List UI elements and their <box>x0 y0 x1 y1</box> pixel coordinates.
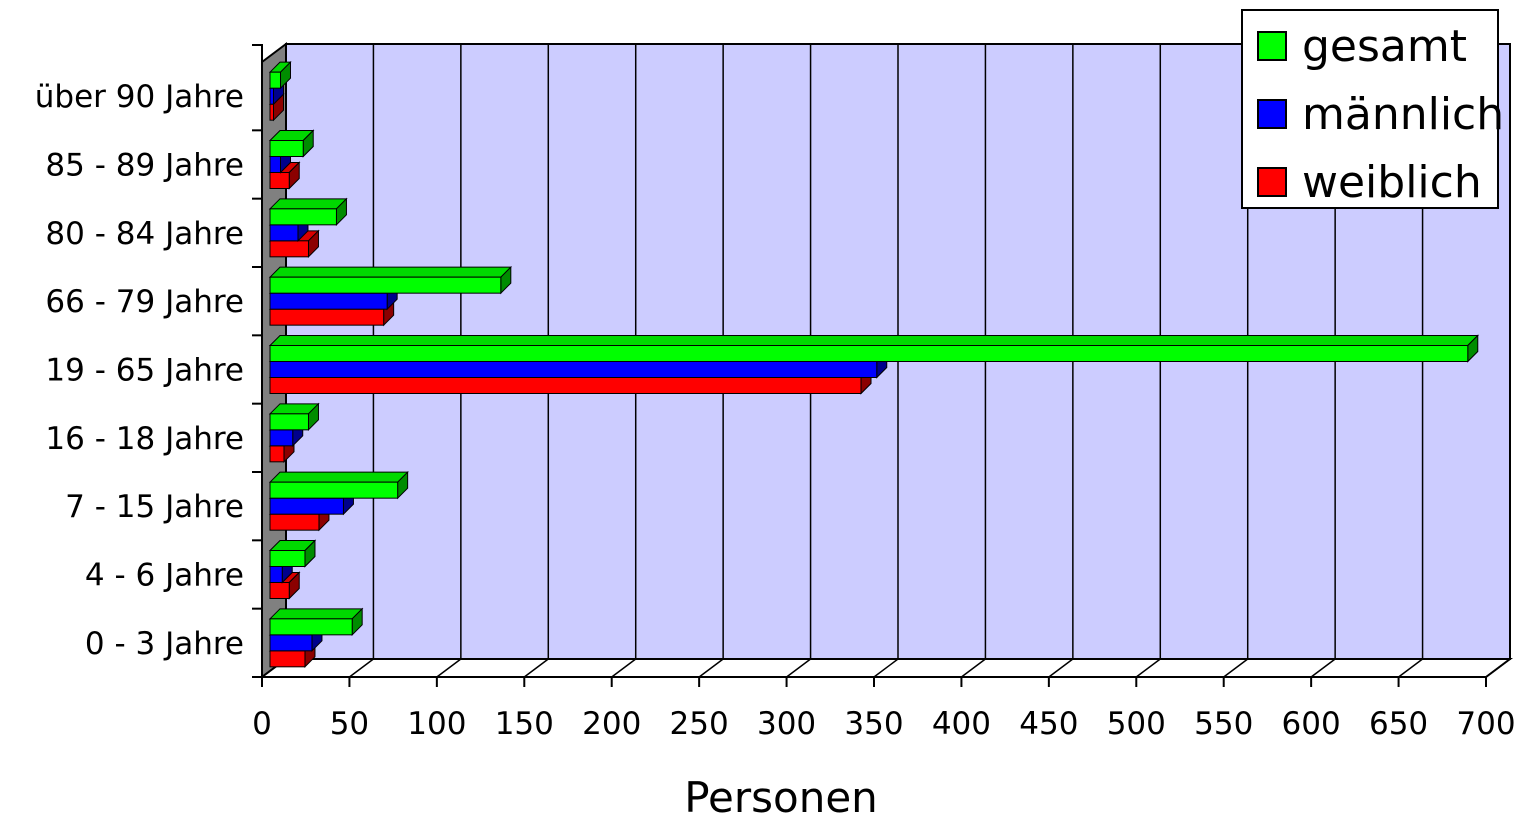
bar-gesamt-19-65-jahre <box>268 334 1479 363</box>
bar-gesamt-66-79-jahre <box>268 265 513 295</box>
x-tick-label-450: 450 <box>1019 706 1078 742</box>
floor-grid-line <box>873 658 899 678</box>
bars <box>268 60 1479 669</box>
floor-grid-line <box>1223 658 1249 678</box>
bar-front-face <box>269 361 878 378</box>
legend-swatch-gesamt <box>1257 31 1287 61</box>
x-tick-label-400: 400 <box>932 706 991 742</box>
x-tick-label-350: 350 <box>844 706 903 742</box>
bar-top-face <box>268 608 364 620</box>
bar-front-face <box>269 224 299 242</box>
y-tick-label-85-89-jahre: 85 - 89 Jahre <box>45 148 244 184</box>
floor-grid-line <box>1398 658 1424 678</box>
x-tick-label-700: 700 <box>1456 706 1515 742</box>
floor-grid-line <box>348 658 374 678</box>
bar-front-face <box>269 87 274 105</box>
bar-front-face <box>269 634 313 652</box>
y-tick-label-80-84-jahre: 80 - 84 Jahre <box>45 216 244 252</box>
legend-swatch-weiblich <box>1257 167 1287 197</box>
bar-front-face <box>269 413 309 431</box>
bar-gesamt-4-6-jahre <box>268 539 317 568</box>
bar-gesamt-16-18-jahre <box>268 402 320 432</box>
bar-top-face <box>268 335 1479 346</box>
floor-grid-line <box>1135 658 1161 678</box>
floor-grid-line <box>698 658 724 678</box>
bar-front-face <box>269 103 274 121</box>
bar-gesamt-7-15-jahre <box>268 470 409 500</box>
bar-front-face <box>269 292 388 310</box>
axes <box>252 44 1487 687</box>
x-tick-label-500: 500 <box>1107 706 1166 742</box>
bar-front-face <box>269 240 309 258</box>
x-tick-label-250: 250 <box>670 706 729 742</box>
bar-front-face <box>269 345 1469 362</box>
legend-label-weiblich: weiblich <box>1302 157 1482 208</box>
floor-grid-line <box>960 658 986 678</box>
bar-front-face <box>269 71 281 89</box>
floor-grid-line <box>523 658 549 678</box>
bar-front-face <box>269 445 285 463</box>
y-tick-label-7-15-jahre: 7 - 15 Jahre <box>65 489 244 525</box>
x-tick-label-0: 0 <box>252 706 272 742</box>
y-tick-label-16-18-jahre: 16 - 18 Jahre <box>45 421 244 457</box>
y-tick-label-4-6-jahre: 4 - 6 Jahre <box>85 558 244 594</box>
bar-front-face <box>269 497 344 515</box>
floor-grid-line <box>786 658 812 678</box>
bar-gesamt-0-3-jahre <box>268 607 364 637</box>
bar-gesamt-über-90-jahre <box>268 60 292 90</box>
bar-front-face <box>269 208 337 226</box>
x-tick-label-550: 550 <box>1194 706 1253 742</box>
bar-front-face <box>269 582 290 599</box>
bar-front-face <box>269 156 281 173</box>
bar-front-face <box>269 550 306 567</box>
x-tick-label-600: 600 <box>1282 706 1341 742</box>
bar-front-face <box>269 308 385 326</box>
bar-front-face <box>269 377 862 394</box>
bar-front-face <box>269 650 306 668</box>
legend-label-männlich: männlich <box>1302 89 1504 140</box>
x-tick-label-200: 200 <box>582 706 641 742</box>
x-tick-label-150: 150 <box>495 706 554 742</box>
y-tick-label-0-3-jahre: 0 - 3 Jahre <box>85 626 244 662</box>
bar-front-face <box>269 140 304 157</box>
bar-top-face <box>268 198 348 210</box>
x-axis-title: Personen <box>684 773 878 818</box>
bar-front-face <box>269 172 290 189</box>
legend-swatch-männlich <box>1257 99 1287 129</box>
x-tick-label-100: 100 <box>407 706 466 742</box>
bar-gesamt-80-84-jahre <box>268 197 348 227</box>
floor-grid-line <box>1310 658 1336 678</box>
bar-front-face <box>269 618 353 636</box>
x-tick-label-300: 300 <box>757 706 816 742</box>
legend: gesamt männlich weiblich <box>1241 9 1504 209</box>
floor-grid-line <box>436 658 462 678</box>
bar-front-face <box>269 429 294 447</box>
tick-labels: 0 - 3 Jahre 4 - 6 Jahre 7 - 15 Jahre 16 - 1… <box>35 79 1516 742</box>
bar-front-face <box>269 513 320 531</box>
bar-front-face <box>269 481 399 499</box>
floor-grid-line <box>1048 658 1074 678</box>
floor-grid-line <box>1485 658 1511 678</box>
bar-top-face <box>268 266 513 278</box>
bar-front-face <box>269 566 283 583</box>
y-tick-label-19-65-jahre: 19 - 65 Jahre <box>45 353 244 389</box>
x-tick-label-50: 50 <box>330 706 369 742</box>
bar-gesamt-85-89-jahre <box>268 129 315 158</box>
legend-label-gesamt: gesamt <box>1302 21 1467 72</box>
y-tick-label-66-79-jahre: 66 - 79 Jahre <box>45 284 244 320</box>
y-tick-label-über-90-jahre: über 90 Jahre <box>35 79 244 115</box>
floor-grid-line <box>611 658 637 678</box>
bar-front-face <box>269 276 502 294</box>
x-tick-label-650: 650 <box>1369 706 1428 742</box>
bar-top-face <box>268 471 409 483</box>
